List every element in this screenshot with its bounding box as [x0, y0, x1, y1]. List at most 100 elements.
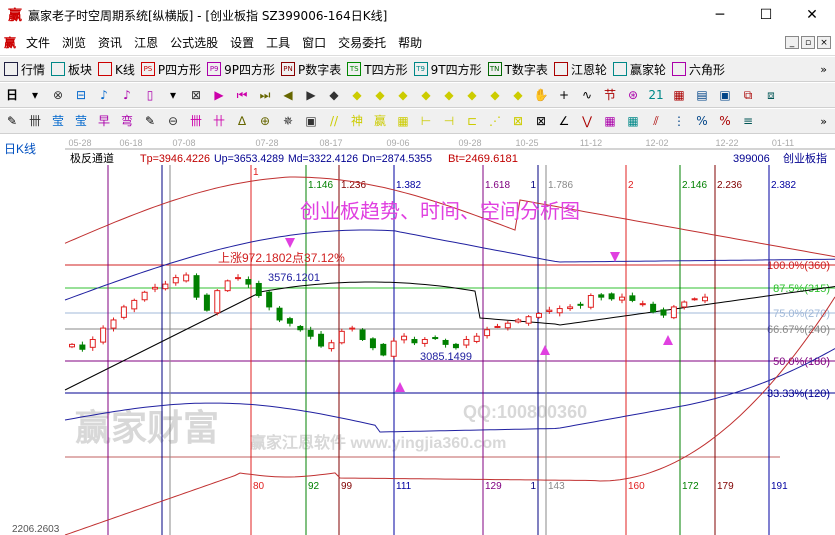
tool-14-icon[interactable]: // — [329, 114, 339, 128]
tool-2-icon[interactable]: 莹 — [51, 114, 64, 128]
tool-32-icon[interactable]: ⧈ — [767, 88, 775, 102]
tool-2-icon[interactable]: ⊟ — [75, 88, 87, 102]
tool-11-icon[interactable]: ◀ — [283, 88, 293, 102]
tool-17-icon[interactable]: ◆ — [421, 88, 431, 102]
date-tick: 12-22 — [715, 138, 738, 148]
toolbar-button-ts[interactable]: TS T四方形 — [347, 61, 408, 78]
menu-window[interactable]: 窗口 — [302, 36, 327, 50]
menu-gann[interactable]: 江恩 — [134, 36, 159, 50]
tool-30-icon[interactable]: ▣ — [719, 88, 731, 102]
tool-0-icon[interactable]: ✎ — [6, 114, 18, 128]
tool-11-icon[interactable]: ⊕ — [259, 114, 271, 128]
tool-9-icon[interactable]: ⏮ — [236, 88, 248, 102]
tool-6-icon[interactable]: ✎ — [144, 114, 156, 128]
tool-4-icon[interactable]: ♪ — [123, 88, 131, 102]
tool-27-icon[interactable]: ▦ — [627, 114, 639, 128]
tool-16-icon[interactable]: 赢 — [373, 114, 386, 128]
mdi-minimize-button[interactable]: _ — [785, 36, 799, 49]
tool-28-icon[interactable]: ▦ — [673, 88, 685, 102]
chart-canvas[interactable]: 日K线 05-28 06-18 07-08 07-28 08-17 09-06 09-28 10… — [0, 135, 835, 535]
tool-20-icon[interactable]: ◆ — [490, 88, 500, 102]
toolbar-button-pn[interactable]: PN P数字表 — [281, 61, 341, 78]
toolbar-button-hexagon-icon[interactable]: 六角形 — [671, 61, 725, 78]
tool-24-icon[interactable]: ∠ — [558, 114, 570, 128]
mdi-restore-button[interactable]: ▫ — [801, 36, 815, 49]
toolbar-button-t9[interactable]: T9 9T四方形 — [413, 61, 482, 78]
tool-9-icon[interactable]: 卄 — [212, 114, 225, 128]
tool-19-icon[interactable]: ⊣ — [443, 114, 455, 128]
toolbar-overflow-button[interactable]: » — [820, 62, 827, 76]
tool-32-icon[interactable]: ≡ — [742, 114, 754, 128]
toolbar-button-p9[interactable]: P9 9P四方形 — [207, 61, 275, 78]
toolbar-overflow-button[interactable]: » — [820, 114, 827, 128]
tool-24-icon[interactable]: ∿ — [581, 88, 593, 102]
tool-17-icon[interactable]: ▦ — [397, 114, 409, 128]
tool-6-icon[interactable]: ▾ — [169, 88, 177, 102]
tool-18-icon[interactable]: ◆ — [444, 88, 454, 102]
tool-27-icon[interactable]: 21 — [648, 88, 664, 102]
tool-29-icon[interactable]: ⋮ — [673, 114, 685, 128]
tool-12-icon[interactable]: ✵ — [282, 114, 294, 128]
tool-4-icon[interactable]: 早 — [97, 114, 110, 128]
tool-13-icon[interactable]: ▣ — [305, 114, 317, 128]
minimize-button[interactable]: ─ — [715, 7, 725, 23]
menu-settings[interactable]: 设置 — [230, 36, 255, 50]
tool-0-icon[interactable]: ▾ — [31, 88, 39, 102]
tool-31-icon[interactable]: ⧉ — [743, 88, 753, 102]
menu-news[interactable]: 资讯 — [98, 36, 123, 50]
tool-14-icon[interactable]: ◆ — [352, 88, 362, 102]
toolbar-button-ps[interactable]: PS P四方形 — [140, 61, 201, 78]
mdi-close-button[interactable]: × — [817, 36, 831, 49]
tool-26-icon[interactable]: ⊛ — [627, 88, 639, 102]
tool-18-icon[interactable]: ⊢ — [420, 114, 432, 128]
menu-help[interactable]: 帮助 — [398, 36, 423, 50]
tool-1-icon[interactable]: 卌 — [28, 114, 41, 128]
tool-23-icon[interactable]: ⊠ — [535, 114, 547, 128]
tool-29-icon[interactable]: ▤ — [696, 88, 708, 102]
tool-12-icon[interactable]: ▶ — [306, 88, 316, 102]
tool-28-icon[interactable]: ⫽ — [653, 114, 659, 128]
toolbar-button-gann-wheel-icon[interactable]: 江恩轮 — [553, 61, 607, 78]
toolbar-button-blocks-icon[interactable]: 板块 — [51, 61, 92, 78]
tool-5-icon[interactable]: ▯ — [146, 88, 154, 102]
tool-1-icon[interactable]: ⊗ — [52, 88, 64, 102]
tool-26-icon[interactable]: ▦ — [604, 114, 616, 128]
menu-file[interactable]: 文件 — [26, 36, 51, 50]
tool-25-icon[interactable]: 节 — [603, 88, 616, 102]
tool-13-icon[interactable]: ◆ — [329, 88, 339, 102]
tool-8-icon[interactable]: 卌 — [189, 114, 202, 128]
toolbar-button-kline-icon[interactable]: K线 — [98, 61, 135, 78]
tool-19-icon[interactable]: ◆ — [467, 88, 477, 102]
menu-browse[interactable]: 浏览 — [62, 36, 87, 50]
menu-tools[interactable]: 工具 — [266, 36, 291, 50]
period-selector[interactable]: 日 — [5, 88, 18, 102]
tool-15-icon[interactable]: 神 — [350, 114, 363, 128]
tool-7-icon[interactable]: ⊠ — [190, 88, 202, 102]
tool-16-icon[interactable]: ◆ — [398, 88, 408, 102]
tool-31-icon[interactable]: % — [719, 114, 731, 128]
tool-10-icon[interactable]: ⏭ — [259, 88, 271, 102]
tool-3-icon[interactable]: 莹 — [74, 114, 87, 128]
tool-3-icon[interactable]: ♪ — [100, 88, 108, 102]
menu-trade[interactable]: 交易委托 — [338, 36, 387, 50]
toolbar-button-big-wheel-icon[interactable]: 赢家轮 — [612, 61, 666, 78]
tool-7-icon[interactable]: ⊖ — [167, 114, 179, 128]
tool-15-icon[interactable]: ◆ — [375, 88, 385, 102]
close-button[interactable]: ✕ — [806, 7, 818, 23]
toolbar-button-grid-icon[interactable]: 行情 — [4, 61, 45, 78]
tool-21-icon[interactable]: ⋰ — [489, 114, 501, 128]
tool-22-icon[interactable]: ✋ — [533, 88, 549, 102]
tool-10-icon[interactable]: ∆ — [237, 114, 247, 128]
tool-8-icon[interactable]: ▶ — [214, 88, 224, 102]
tool-20-icon[interactable]: ⊏ — [466, 114, 478, 128]
tool-22-icon[interactable]: ⊠ — [512, 114, 524, 128]
menu-formula[interactable]: 公式选股 — [170, 36, 219, 50]
tool-23-icon[interactable]: + — [558, 88, 570, 102]
kline-chart[interactable]: 日K线 05-28 06-18 07-08 07-28 08-17 09-06 09-28 10… — [0, 135, 835, 535]
tool-21-icon[interactable]: ◆ — [513, 88, 523, 102]
tool-5-icon[interactable]: 弯 — [120, 114, 133, 128]
tool-25-icon[interactable]: ⋁ — [582, 114, 592, 128]
toolbar-button-tn[interactable]: TN T数字表 — [487, 61, 548, 78]
maximize-button[interactable]: ☐ — [759, 7, 773, 23]
tool-30-icon[interactable]: % — [696, 114, 708, 128]
